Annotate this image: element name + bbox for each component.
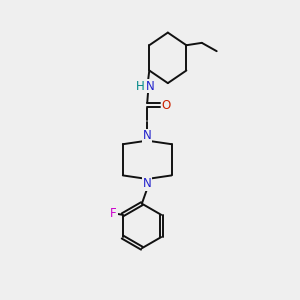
Text: F: F [110,207,117,220]
Text: N: N [146,80,154,93]
Text: N: N [143,177,152,190]
Text: H: H [136,80,145,93]
Text: N: N [143,129,152,142]
Text: O: O [162,99,171,112]
